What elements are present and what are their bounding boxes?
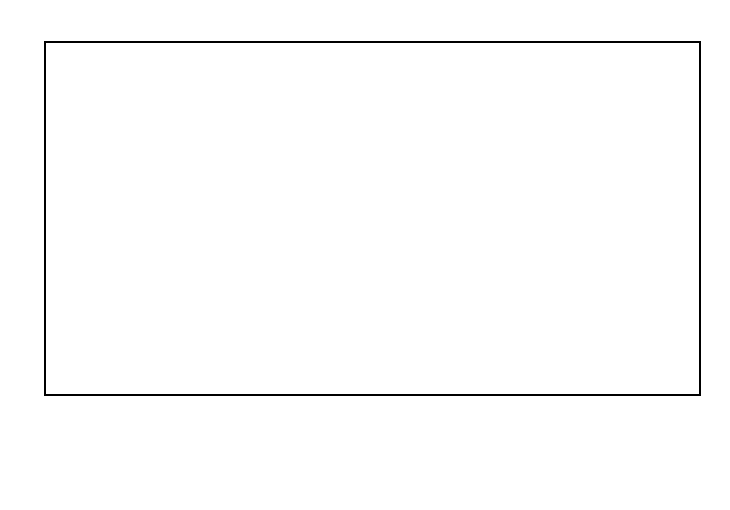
map-border: [44, 41, 701, 396]
